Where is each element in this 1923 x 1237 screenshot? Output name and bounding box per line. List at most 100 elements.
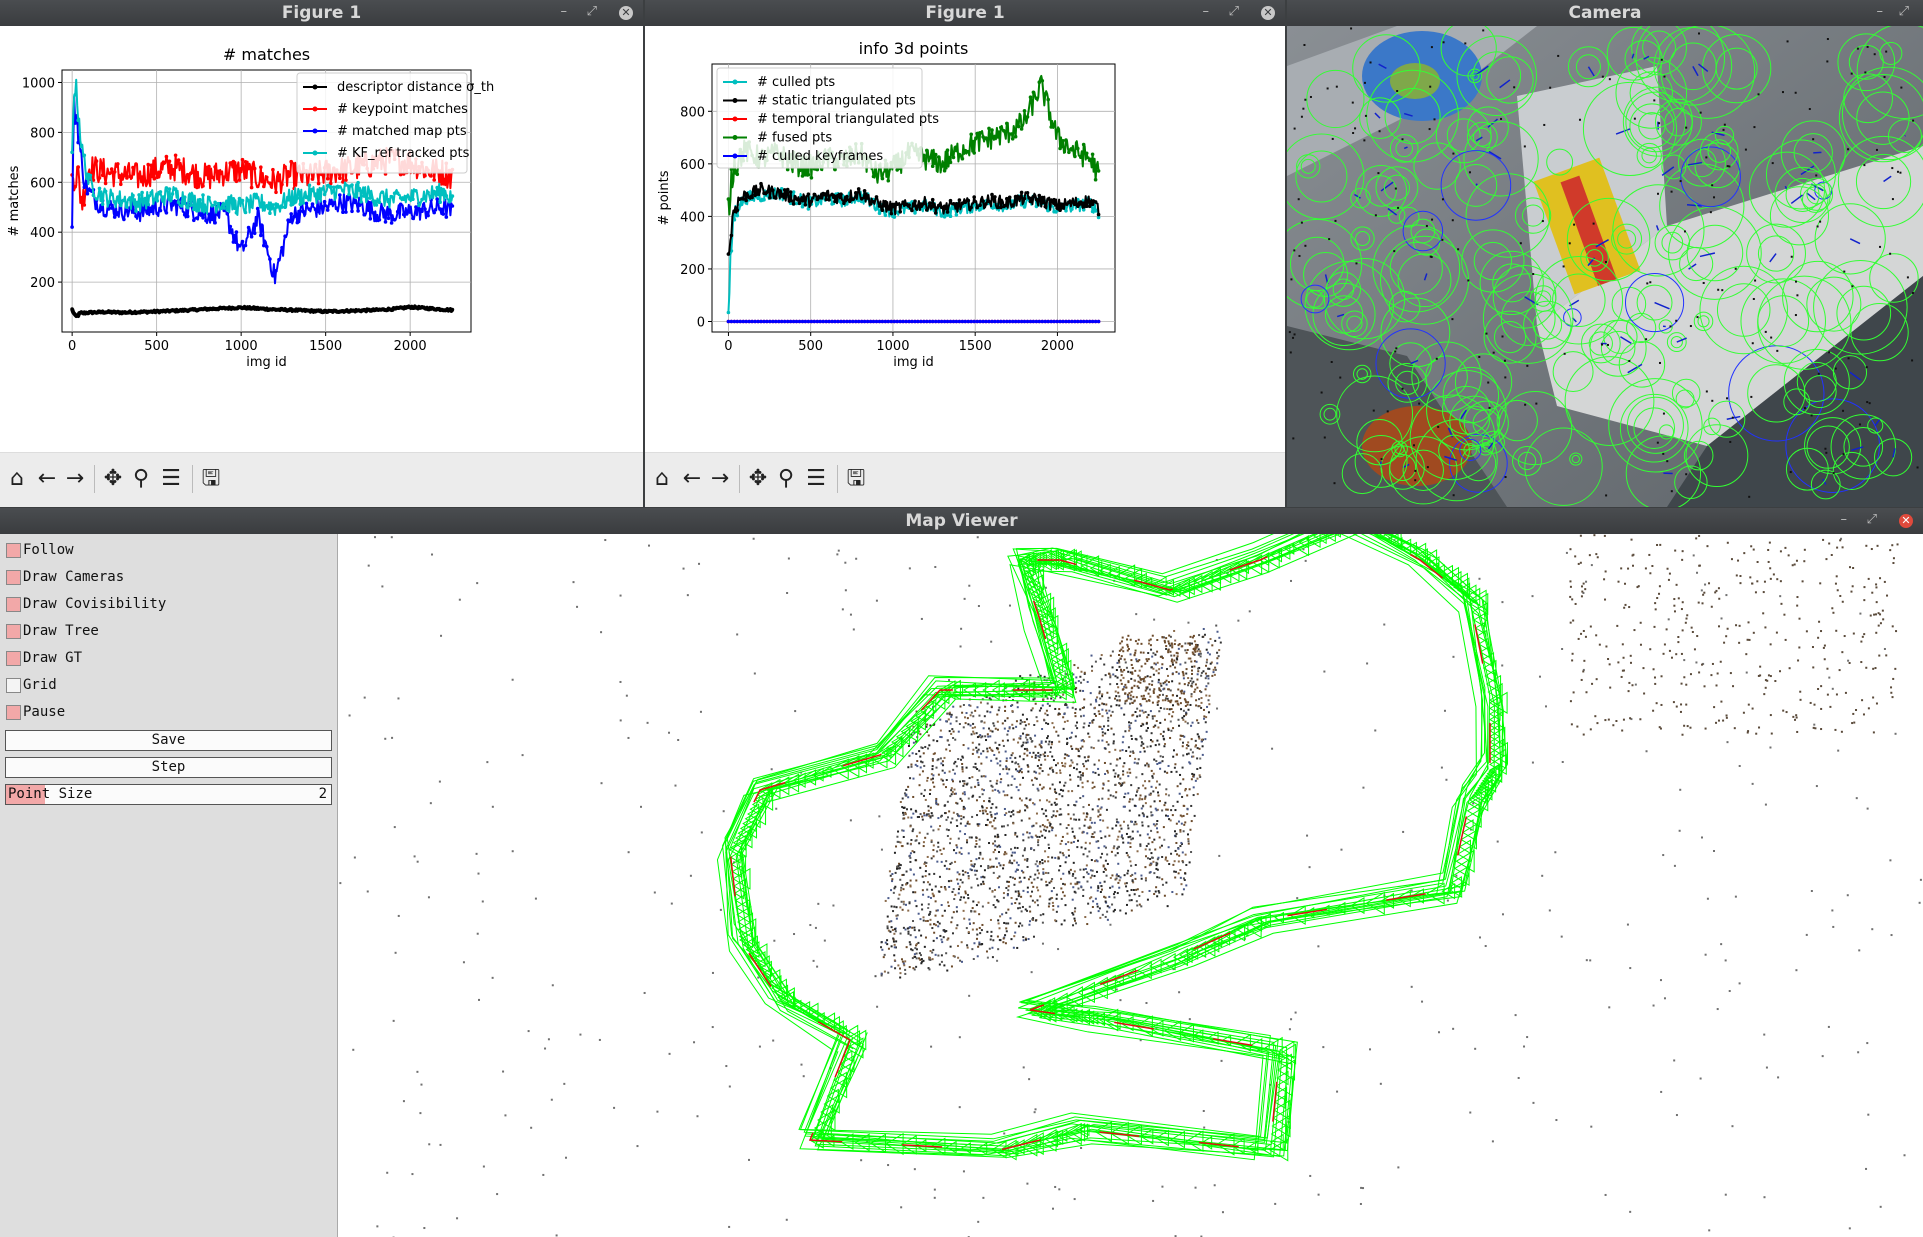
save-icon[interactable]: 🖫 xyxy=(846,466,866,491)
minimize-icon[interactable]: – xyxy=(1202,4,1210,19)
series-point xyxy=(886,207,891,211)
checkbox[interactable] xyxy=(6,597,21,612)
map-point xyxy=(1083,722,1086,725)
map-point xyxy=(1113,775,1116,778)
maximize-icon[interactable]: ⤢ xyxy=(586,4,597,19)
maximize-icon[interactable]: ⤢ xyxy=(1866,512,1877,527)
pan-icon[interactable]: ✥ xyxy=(748,466,768,491)
map-point xyxy=(1823,658,1826,661)
series-point xyxy=(395,209,400,214)
map-point xyxy=(980,929,983,932)
window-titlebar[interactable]: Figure 1 – ⤢ ✕ xyxy=(645,0,1285,26)
series-point xyxy=(228,224,233,229)
map-point xyxy=(1866,807,1869,810)
configure-subplots-icon[interactable]: ☰ xyxy=(161,466,181,491)
map-point xyxy=(925,725,928,728)
map-point xyxy=(886,943,889,946)
forward-arrow-icon[interactable]: → xyxy=(710,466,730,491)
map-point xyxy=(963,793,966,796)
map-point xyxy=(1159,761,1162,764)
map-point xyxy=(1144,802,1147,805)
series-point xyxy=(204,218,208,223)
map-point xyxy=(640,805,643,808)
minimize-icon[interactable]: – xyxy=(560,4,568,19)
map-point xyxy=(1074,907,1077,910)
map-point xyxy=(1109,886,1112,889)
map-point xyxy=(1101,715,1104,718)
map-point xyxy=(1163,838,1166,841)
close-icon[interactable]: ✕ xyxy=(1899,514,1913,528)
map-point xyxy=(902,962,905,965)
map-point xyxy=(1750,545,1753,548)
checkbox[interactable] xyxy=(6,678,21,693)
close-icon[interactable]: ✕ xyxy=(619,6,633,20)
map-point xyxy=(542,1173,545,1176)
map-point xyxy=(1796,604,1799,607)
feature-circle xyxy=(1636,284,1673,321)
map-point xyxy=(1005,759,1008,762)
map-point xyxy=(951,890,954,893)
plot-area[interactable]: 0 500 1000 1500 2000 0 200 400 600 800 info 3d poi… xyxy=(645,26,1285,453)
pan-icon[interactable]: ✥ xyxy=(103,466,123,491)
map-point xyxy=(1616,624,1619,627)
map-point xyxy=(1114,783,1117,786)
back-arrow-icon[interactable]: ← xyxy=(37,466,57,491)
map-point xyxy=(462,961,465,964)
maximize-icon[interactable]: ⤢ xyxy=(1228,4,1239,19)
checkbox[interactable] xyxy=(6,570,21,585)
map-point xyxy=(974,845,977,848)
map-point xyxy=(952,888,955,891)
map-control-panel: Follow Draw Cameras Draw Covisibility Dr… xyxy=(0,534,338,1237)
map-point xyxy=(1039,753,1042,756)
configure-subplots-icon[interactable]: ☰ xyxy=(806,466,826,491)
window-titlebar[interactable]: Map Viewer – ⤢ ✕ xyxy=(0,508,1923,534)
zoom-icon[interactable]: ⚲ xyxy=(777,466,795,491)
map-point xyxy=(1196,757,1199,760)
series-point xyxy=(134,214,138,218)
map-point xyxy=(1026,1182,1029,1185)
feature-circle xyxy=(1454,164,1498,207)
map-canvas[interactable] xyxy=(338,534,1923,1237)
map-point xyxy=(1154,824,1157,827)
map-point xyxy=(1078,827,1081,830)
step-button[interactable]: Step xyxy=(5,757,332,778)
map-point xyxy=(1002,790,1005,793)
map-point xyxy=(1181,766,1184,769)
map-point xyxy=(1076,881,1079,884)
window-titlebar[interactable]: Camera – ⤢ xyxy=(1287,0,1923,26)
save-button[interactable]: Save xyxy=(5,730,332,751)
checkbox[interactable] xyxy=(6,624,21,639)
forward-arrow-icon[interactable]: → xyxy=(65,466,85,491)
close-icon[interactable]: ✕ xyxy=(1261,6,1275,20)
save-icon[interactable]: 🖫 xyxy=(201,466,221,491)
checkbox[interactable] xyxy=(6,651,21,666)
map-point xyxy=(1087,724,1090,727)
map-point xyxy=(849,613,852,616)
window-titlebar[interactable]: Figure 1 – ⤢ ✕ xyxy=(0,0,643,26)
map-point xyxy=(931,888,934,891)
checkbox[interactable] xyxy=(6,705,21,720)
map-point xyxy=(1106,769,1109,772)
map-point xyxy=(1166,859,1169,862)
map-point xyxy=(1797,659,1800,662)
map-point xyxy=(1026,858,1029,861)
map-point xyxy=(1653,676,1656,679)
feature-circle xyxy=(1699,265,1788,355)
map-point xyxy=(1029,875,1032,878)
map-point xyxy=(1051,1207,1054,1210)
maximize-icon[interactable]: ⤢ xyxy=(1898,4,1909,19)
back-arrow-icon[interactable]: ← xyxy=(682,466,702,491)
feature-circle xyxy=(1757,295,1810,347)
minimize-icon[interactable]: – xyxy=(1840,512,1848,527)
checkbox[interactable] xyxy=(6,543,21,558)
plot-area[interactable]: 0 500 1000 1500 2000 200 400 600 800 1000 # matche… xyxy=(0,26,643,453)
map-3d-view[interactable] xyxy=(338,534,1923,1237)
home-icon[interactable]: ⌂ xyxy=(655,466,669,491)
zoom-icon[interactable]: ⚲ xyxy=(132,466,150,491)
point-size-slider[interactable]: Point Size 2 xyxy=(5,784,332,805)
minimize-icon[interactable]: – xyxy=(1876,4,1884,19)
feature-point xyxy=(1350,27,1353,30)
home-icon[interactable]: ⌂ xyxy=(10,466,24,491)
